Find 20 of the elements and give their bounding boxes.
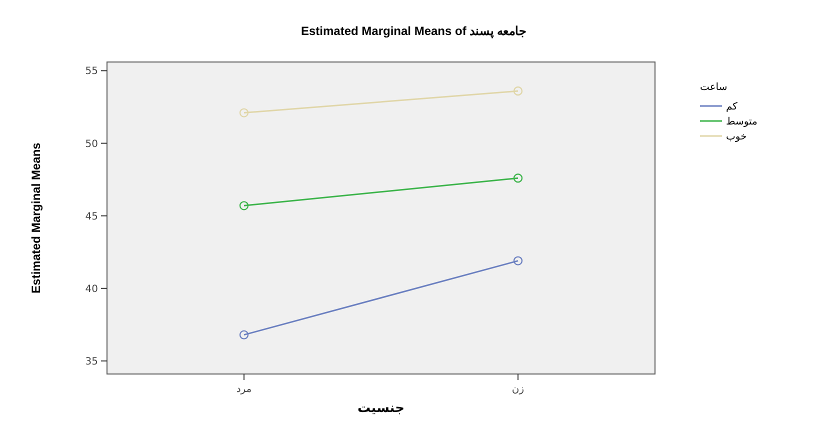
x-axis-title: جنسیت	[358, 401, 404, 416]
y-tick-label: 35	[85, 356, 98, 368]
legend-label: کم	[726, 102, 738, 112]
point	[513, 86, 523, 96]
point	[239, 330, 249, 340]
x-tick-label: زن	[512, 384, 524, 395]
x-tick-label: مرد	[236, 384, 252, 395]
y-tick-label: 55	[85, 66, 98, 78]
legend-label: متوسط	[726, 116, 758, 128]
chart-title: Estimated Marginal Means of جامعه پسند	[300, 24, 526, 38]
y-tick-label: 40	[85, 284, 98, 295]
point	[513, 256, 523, 266]
y-tick-label: 45	[85, 211, 98, 222]
point	[239, 108, 249, 118]
y-tick-label: 50	[85, 138, 98, 150]
point	[513, 173, 523, 183]
point	[239, 201, 249, 210]
legend-title: ساعت	[700, 82, 728, 93]
legend-label: خوب	[726, 132, 747, 142]
y-axis-title: Estimated Marginal Means	[29, 142, 43, 294]
